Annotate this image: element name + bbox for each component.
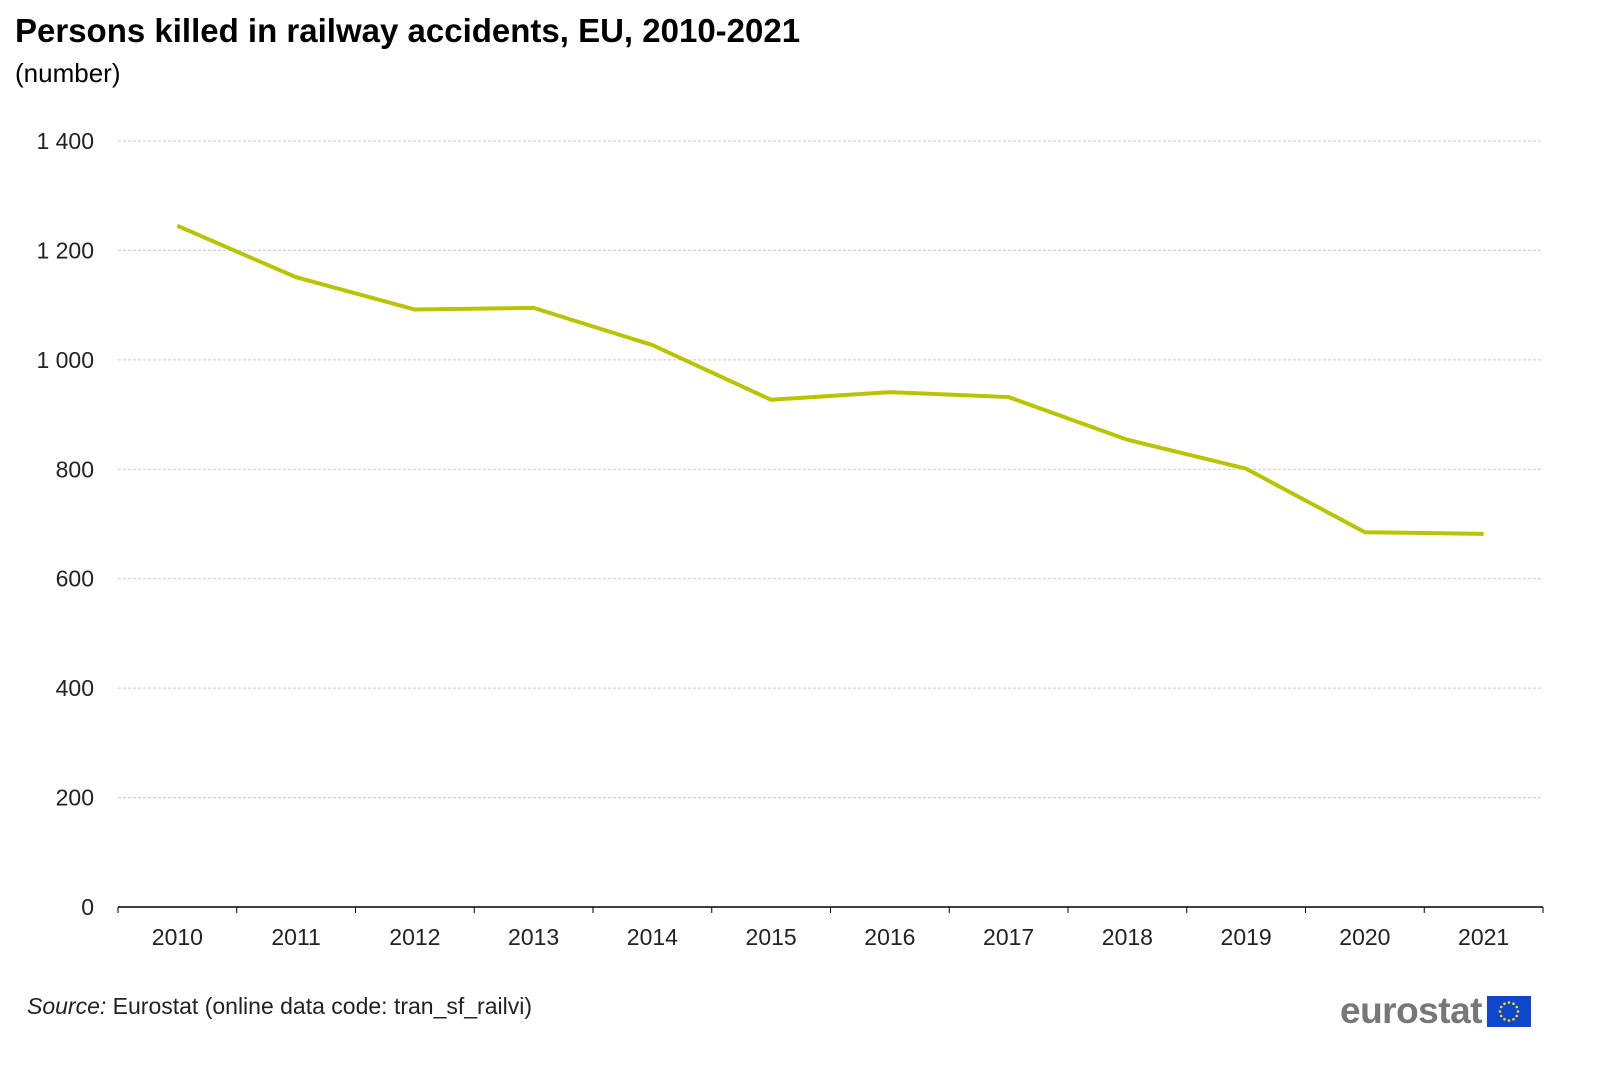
y-tick-label: 400 bbox=[56, 675, 94, 701]
flag-star bbox=[1498, 1009, 1502, 1013]
eurostat-logo: eurostat bbox=[1340, 990, 1531, 1032]
flag-star bbox=[1507, 1000, 1511, 1004]
flag-star bbox=[1515, 1005, 1519, 1008]
y-tick-label: 200 bbox=[56, 785, 94, 811]
x-tick-label: 2016 bbox=[864, 924, 915, 950]
x-tick-label: 2018 bbox=[1102, 924, 1153, 950]
x-tick-label: 2020 bbox=[1339, 924, 1390, 950]
flag-star bbox=[1507, 1018, 1511, 1022]
x-tick-label: 2017 bbox=[983, 924, 1034, 950]
chart-title: Persons killed in railway accidents, EU,… bbox=[15, 12, 801, 49]
flag-star bbox=[1499, 1014, 1503, 1017]
x-tick-label: 2012 bbox=[389, 924, 440, 950]
x-tick-label: 2014 bbox=[627, 924, 678, 950]
source-label: Source: bbox=[27, 993, 107, 1019]
flag-star bbox=[1512, 1017, 1515, 1021]
x-tick-label: 2019 bbox=[1221, 924, 1272, 950]
source-text: Eurostat (online data code: tran_sf_rail… bbox=[106, 993, 532, 1019]
y-tick-label: 800 bbox=[56, 456, 94, 482]
flag-star bbox=[1503, 1017, 1506, 1021]
y-tick-label: 0 bbox=[81, 894, 94, 920]
flag-star bbox=[1503, 1001, 1506, 1005]
x-tick-label: 2010 bbox=[152, 924, 203, 950]
y-tick-label: 1 000 bbox=[36, 347, 94, 373]
logo-text: eurostat bbox=[1340, 990, 1482, 1031]
flag-star bbox=[1499, 1005, 1503, 1008]
x-tick-label: 2015 bbox=[746, 924, 797, 950]
y-tick-label: 1 200 bbox=[36, 237, 94, 263]
x-tick-label: 2011 bbox=[271, 924, 320, 950]
series-line bbox=[176, 223, 1484, 536]
source-note: Source: Eurostat (online data code: tran… bbox=[27, 993, 532, 1020]
eu-flag-icon bbox=[1486, 995, 1531, 1027]
flag-star bbox=[1512, 1001, 1515, 1005]
x-tick-label: 2013 bbox=[508, 924, 559, 950]
x-tick-label: 2021 bbox=[1458, 924, 1509, 950]
y-tick-label: 600 bbox=[56, 566, 94, 592]
y-tick-label: 1 400 bbox=[36, 128, 94, 154]
flag-star bbox=[1515, 1014, 1519, 1017]
chart-subtitle: (number) bbox=[15, 58, 121, 88]
flag-star bbox=[1516, 1009, 1520, 1013]
